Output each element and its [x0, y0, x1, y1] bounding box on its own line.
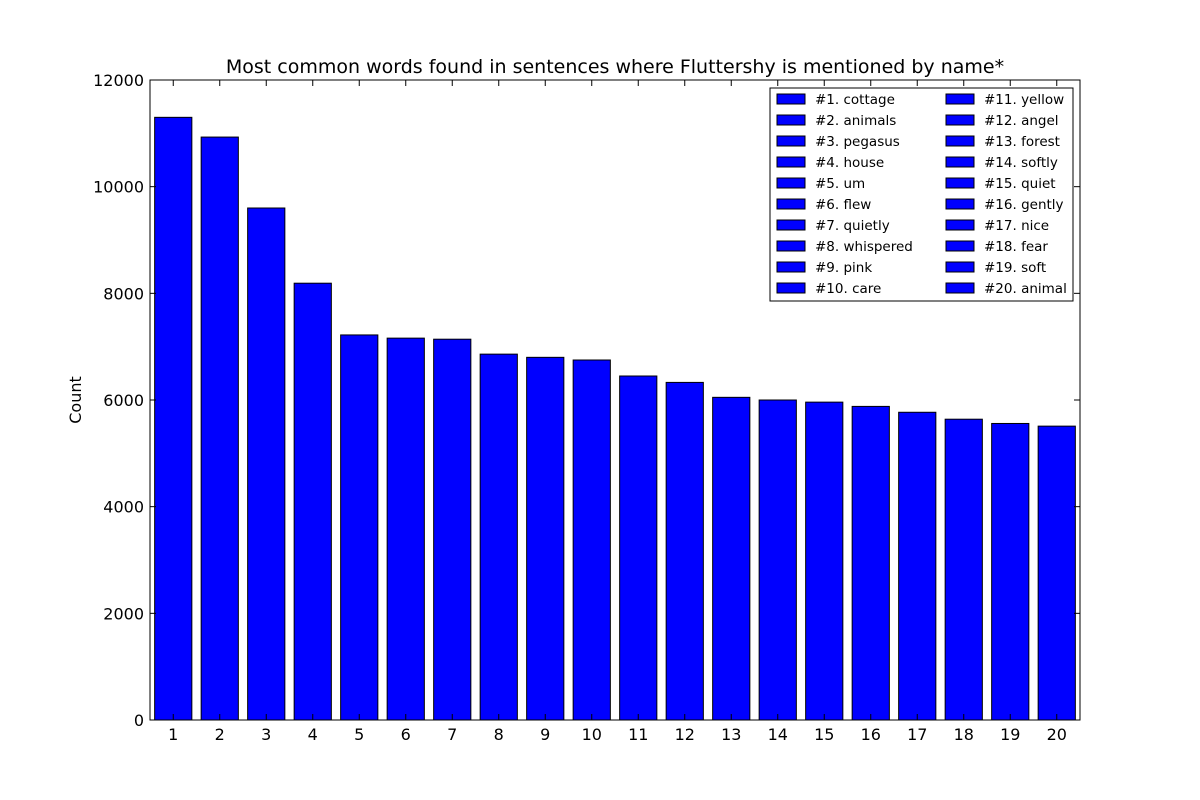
bar-7 — [433, 338, 472, 721]
legend-entry: #12. angel — [984, 113, 1059, 129]
x-tick-label: 11 — [628, 725, 648, 744]
x-tick-label: 10 — [582, 725, 602, 744]
legend: #1. cottage #2. animals #3. pegasus #4. hou… — [769, 87, 1074, 302]
bar-14 — [758, 399, 797, 721]
legend-entry: #5. um — [815, 176, 865, 192]
legend-entry: #14. softly — [984, 155, 1058, 171]
legend-entry: #9. pink — [815, 260, 872, 276]
bar-8 — [479, 353, 518, 721]
x-tick-label: 18 — [954, 725, 974, 744]
legend-entry: #1. cottage — [815, 92, 895, 108]
y-tick-label: 2000 — [103, 604, 144, 623]
chart-title: Most common words found in sentences whe… — [226, 56, 1004, 78]
legend-swatch — [776, 93, 806, 105]
legend-entry: #11. yellow — [984, 92, 1064, 108]
x-tick-label: 1 — [168, 725, 178, 744]
x-tick-label: 20 — [1047, 725, 1067, 744]
bar-19 — [991, 422, 1030, 721]
bar-13 — [712, 396, 751, 721]
x-tick-label: 9 — [540, 725, 550, 744]
legend-entry: #19. soft — [984, 260, 1046, 276]
legend-entry: #4. house — [815, 155, 884, 171]
legend-swatch — [945, 156, 975, 168]
x-tick-label: 13 — [721, 725, 741, 744]
legend-swatch — [776, 114, 806, 126]
legend-swatch — [945, 261, 975, 273]
legend-entry: #13. forest — [984, 134, 1060, 150]
x-tick-label: 15 — [814, 725, 834, 744]
x-tick-label: 17 — [907, 725, 927, 744]
legend-entry: #18. fear — [984, 239, 1048, 255]
legend-swatch — [945, 240, 975, 252]
legend-entry: #20. animal — [984, 281, 1067, 297]
y-tick-label: 12000 — [93, 71, 144, 90]
legend-entry: #2. animals — [815, 113, 896, 129]
bar-3 — [247, 207, 286, 721]
bar-1 — [154, 116, 193, 721]
legend-entry: #16. gently — [984, 197, 1064, 213]
x-tick-label: 2 — [215, 725, 225, 744]
bar-6 — [386, 337, 425, 721]
bar-10 — [572, 359, 611, 721]
y-tick-label: 6000 — [103, 391, 144, 410]
legend-swatch — [776, 219, 806, 231]
y-axis-label: Count — [66, 376, 85, 424]
x-tick-label: 14 — [768, 725, 788, 744]
legend-entry: #8. whispered — [815, 239, 913, 255]
x-tick-label: 8 — [494, 725, 504, 744]
bar-2 — [200, 136, 239, 721]
legend-swatch — [945, 135, 975, 147]
x-tick-label: 7 — [447, 725, 457, 744]
legend-swatch — [945, 93, 975, 105]
x-tick-label: 12 — [675, 725, 695, 744]
bars-group — [154, 116, 1076, 721]
bar-9 — [526, 356, 565, 721]
legend-swatch — [776, 198, 806, 210]
legend-swatch — [776, 135, 806, 147]
legend-entry: #3. pegasus — [815, 134, 900, 150]
legend-swatch — [776, 261, 806, 273]
bar-16 — [851, 405, 890, 721]
bar-5 — [340, 334, 379, 721]
bar-11 — [619, 375, 658, 721]
bar-17 — [898, 411, 937, 721]
bar-12 — [665, 381, 704, 721]
bar-4 — [293, 282, 332, 721]
x-tick-label: 4 — [308, 725, 318, 744]
y-tick-label: 10000 — [93, 178, 144, 197]
legend-entry: #15. quiet — [984, 176, 1056, 192]
legend-swatch — [945, 219, 975, 231]
bar-20 — [1037, 425, 1076, 721]
legend-swatch — [776, 177, 806, 189]
legend-swatch — [945, 177, 975, 189]
legend-swatch — [776, 240, 806, 252]
legend-swatch — [776, 156, 806, 168]
x-tick-label: 6 — [401, 725, 411, 744]
legend-entry: #17. nice — [984, 218, 1049, 234]
legend-swatch — [776, 282, 806, 294]
x-tick-label: 19 — [1000, 725, 1020, 744]
legend-entry: #6. flew — [815, 197, 871, 213]
y-tick-label: 0 — [134, 711, 144, 730]
bar-15 — [805, 401, 844, 721]
legend-swatch — [945, 198, 975, 210]
bar-18 — [944, 418, 983, 721]
legend-entry: #7. quietly — [815, 218, 890, 234]
x-tick-label: 3 — [261, 725, 271, 744]
legend-swatch — [945, 282, 975, 294]
legend-box — [769, 87, 1074, 302]
legend-swatch — [945, 114, 975, 126]
x-tick-label: 16 — [861, 725, 881, 744]
x-tick-label: 5 — [354, 725, 364, 744]
y-tick-label: 8000 — [103, 284, 144, 303]
legend-entry: #10. care — [815, 281, 881, 297]
y-tick-label: 4000 — [103, 498, 144, 517]
